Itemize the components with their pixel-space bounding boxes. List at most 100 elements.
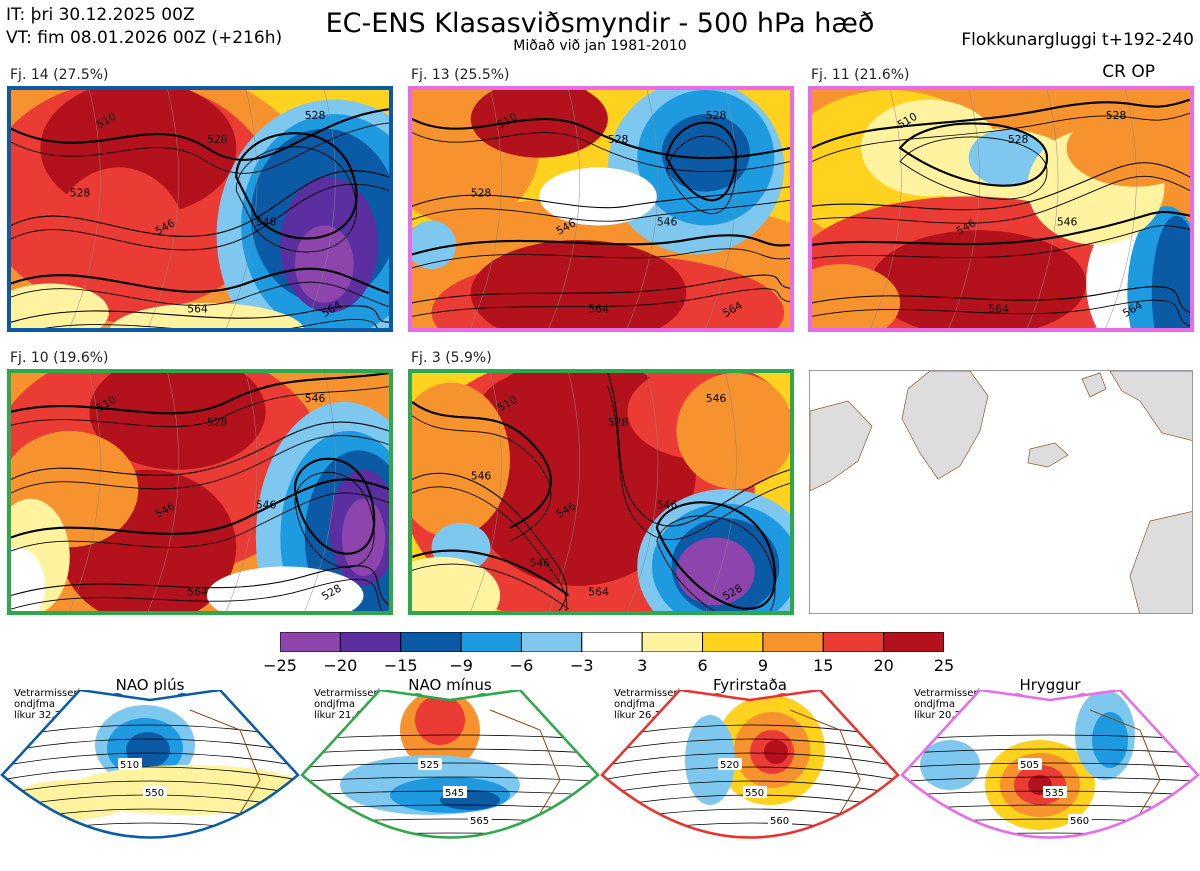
regime-contour (2, 836, 298, 838)
colorbar-segment (641, 632, 704, 652)
graticule-meridian (548, 90, 580, 328)
thin-contour (412, 415, 552, 542)
regime-note: ondjfma (314, 699, 355, 710)
thin-contour (11, 492, 389, 552)
height-contour (412, 549, 570, 597)
regime-contour (602, 738, 898, 755)
regime-coastline (489, 709, 561, 831)
regime-coastline (1089, 709, 1161, 831)
graticule-meridian (470, 373, 502, 611)
thin-contour (412, 288, 790, 317)
height-contour (11, 478, 389, 539)
graticule-meridian (1027, 90, 1059, 328)
anomaly-blob (412, 556, 501, 611)
regime-contour-label: 535 (1045, 788, 1064, 799)
regime-contour (902, 776, 1198, 783)
regime-note: ondjfma (14, 699, 55, 710)
regime-label-bg (443, 786, 467, 798)
contour-label: 528 (1008, 133, 1029, 146)
cluster-map-2: 510 528 528 546 546 564 564 528 (408, 86, 794, 332)
height-contour (412, 117, 790, 160)
regime-contour (902, 748, 1198, 755)
regime-note: Vetrarmisseri (914, 688, 981, 699)
regime-contour (890, 847, 1200, 852)
cluster-map-4: 510 528 546 546 546 564 528 (7, 369, 393, 615)
contour-label: 546 (530, 557, 551, 570)
graticule-meridian (705, 90, 737, 328)
panel-label-5: Fj. 3 (5.9%) (411, 350, 492, 366)
height-contour (293, 457, 376, 555)
anomaly-blob (89, 373, 266, 470)
contour-label: 546 (471, 469, 492, 482)
graticule-meridian (705, 373, 737, 611)
regime-name: NAO mínus (408, 676, 492, 694)
regime-name: NAO plús (115, 676, 185, 694)
thin-contour (11, 578, 383, 611)
anomaly-blob (870, 230, 1087, 328)
colorbar-tick-label: 3 (637, 656, 648, 675)
regime-frame (300, 690, 600, 839)
valid-time: VT: fim 08.01.2026 00Z (+216h) (6, 28, 283, 48)
regime-label-bg (418, 758, 442, 770)
regime-name: Fyrirstaða (713, 676, 787, 694)
cluster-map-5: 510 528 546 546 546 564 528 546 546 (408, 369, 794, 615)
contour-label: 546 (256, 499, 277, 512)
contour-label: 528 (706, 109, 727, 122)
regime-contour-label: 525 (420, 760, 439, 771)
colorbar-segment (702, 632, 764, 652)
regime-contour-label: 550 (145, 788, 164, 799)
contour-label: 564 (988, 303, 1009, 316)
empty-map-svg (810, 371, 1192, 613)
regime-frame (600, 690, 900, 839)
anomaly-blob (11, 547, 46, 611)
regime-contour (2, 780, 298, 797)
graticule-meridian (548, 373, 580, 611)
contour-label: 546 (1057, 216, 1078, 229)
regime-label-bg (143, 786, 167, 798)
contour-label: 528 (207, 416, 228, 429)
graticule-meridian (147, 373, 179, 611)
colorbar-segment (339, 632, 402, 652)
graticule-meridian (226, 90, 258, 328)
anomaly-blob (470, 239, 687, 328)
anomaly-blob (109, 302, 304, 328)
iceland-landmass (1027, 442, 1069, 468)
regime-name: Hryggur (1019, 676, 1081, 694)
contour-label: 528 (207, 133, 228, 146)
thin-contour (412, 563, 569, 610)
contour-label: 564 (187, 303, 208, 316)
height-contour (235, 132, 358, 240)
height-contour (898, 122, 1049, 187)
height-contour (412, 472, 568, 611)
svalbard-landmass (1081, 372, 1107, 398)
regime-contour (302, 748, 598, 755)
height-contour (11, 373, 389, 415)
regime-contour (602, 836, 898, 838)
regime-contour-label: 505 (1020, 760, 1039, 771)
height-contour (812, 98, 1190, 150)
graticule-meridian (1105, 90, 1137, 328)
graticule-meridian (870, 90, 902, 328)
regime-contour-label: 520 (720, 760, 739, 771)
regime-contour (2, 752, 298, 769)
anomaly-blob (676, 373, 790, 490)
empty-map-panel (809, 370, 1193, 614)
thin-contour (11, 386, 389, 428)
regime-label-bg (468, 814, 492, 826)
regime-contour (602, 752, 898, 769)
thin-contour (412, 199, 790, 222)
regime-anomaly (10, 780, 130, 820)
height-contour (812, 210, 1190, 246)
colorbar-tick-label: −9 (449, 656, 473, 675)
colorbar-segment (460, 632, 522, 652)
anomaly-blob (676, 537, 755, 606)
classification-window: Flokkunargluggi t+192-240 (961, 30, 1194, 50)
colorbar-segment (762, 632, 824, 652)
graticule-meridian (304, 90, 336, 328)
regime-contour-label: 560 (1070, 816, 1089, 827)
contour-label: 528 (471, 186, 492, 199)
graticule-meridian (627, 90, 659, 328)
height-contour (665, 121, 738, 202)
anomaly-blob (294, 225, 354, 303)
contour-label: 528 (608, 133, 629, 146)
